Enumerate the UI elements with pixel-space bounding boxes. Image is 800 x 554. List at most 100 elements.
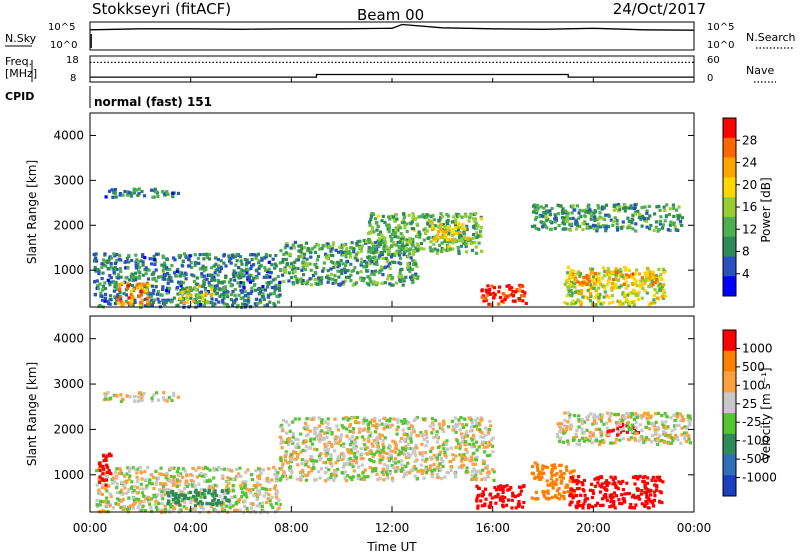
heatmap-cell [389,253,393,257]
heatmap-cell [289,460,293,464]
heatmap-cell [193,508,197,512]
heatmap-cell [656,436,660,441]
heatmap-cell [163,493,167,497]
heatmap-cell [145,486,149,490]
heatmap-cell [160,501,164,506]
heatmap-cell [340,471,344,475]
heatmap-cell [210,292,214,296]
heatmap-cell [535,497,539,501]
heatmap-cell [430,475,435,479]
heatmap-cell [310,467,314,471]
heatmap-cell [539,205,543,209]
heatmap-cell [165,190,169,194]
heatmap-cell [252,253,256,257]
heatmap-cell [283,454,287,458]
heatmap-cell [349,448,353,452]
heatmap-cell [142,283,146,287]
heatmap-cell [138,487,142,491]
heatmap-cell [95,504,100,508]
heatmap-cell [593,209,597,213]
heatmap-cell [590,482,594,486]
heatmap-cell [386,264,390,268]
heatmap-cell [481,493,485,497]
heatmap-cell [113,285,117,289]
heatmap-cell [388,445,392,449]
heatmap-cell [400,467,404,471]
heatmap-cell [231,303,235,307]
heatmap-cell [522,294,526,298]
heatmap-cell [268,254,272,258]
heatmap-cell [654,420,658,424]
heatmap-cell [621,497,625,501]
heatmap-cell [93,293,97,297]
heatmap-cell [598,280,602,284]
heatmap-cell [354,458,358,462]
heatmap-cell [163,298,167,302]
heatmap-cell [373,255,377,259]
heatmap-cell [151,277,155,281]
heatmap-cell [129,486,133,490]
heatmap-cell [396,228,400,232]
heatmap-cell [463,214,468,218]
heatmap-cell [223,280,227,284]
heatmap-cell [574,504,578,508]
heatmap-cell [235,259,239,263]
heatmap-cell [180,490,184,494]
heatmap-cell [483,433,487,437]
heatmap-cell [591,489,595,493]
heatmap-cell [227,254,231,258]
heatmap-cell [415,222,419,226]
heatmap-cell [201,266,205,270]
heatmap-cell [446,239,450,244]
heatmap-cell [451,232,455,236]
heatmap-cell [490,444,495,448]
heatmap-cell [231,290,235,294]
heatmap-cell [187,258,191,262]
heatmap-cell [247,275,251,279]
heatmap-cell [179,472,183,476]
heatmap-cell [464,430,469,434]
heatmap-cell [343,279,347,283]
heatmap-cell [621,220,625,224]
heatmap-cell [378,450,382,454]
heatmap-cell [649,493,653,497]
heatmap-cell [449,460,453,464]
heatmap-cell [150,262,154,266]
heatmap-cell [487,430,491,434]
heatmap-cell [392,242,396,247]
heatmap-cell [641,414,645,418]
heatmap-cell [162,275,166,279]
power-ylabel: Slant Range [km] [25,160,39,264]
heatmap-cell [411,259,415,263]
heatmap-cell [215,503,219,507]
colorbar-tick-label: 25 [742,397,757,411]
heatmap-cell [534,217,538,222]
heatmap-cell [654,412,658,416]
heatmap-cell [677,214,681,218]
heatmap-cell [656,442,660,446]
heatmap-cell [411,240,415,244]
heatmap-cell [243,294,247,298]
heatmap-cell [566,442,570,446]
heatmap-cell [562,497,566,501]
heatmap-cell [181,259,185,264]
heatmap-cell [129,293,133,297]
heatmap-cell [189,296,193,300]
heatmap-cell [431,427,435,431]
heatmap-cell [162,266,166,270]
heatmap-cell [136,260,140,264]
heatmap-cell [141,260,145,264]
heatmap-cell [265,477,269,481]
heatmap-cell [189,261,193,265]
heatmap-cell [643,411,647,415]
heatmap-cell [666,228,670,232]
heatmap-cell [102,459,106,463]
heatmap-cell [633,431,637,435]
heatmap-cell [123,482,127,486]
heatmap-cell [225,488,229,492]
heatmap-cell [448,240,452,244]
heatmap-cell [489,424,493,428]
heatmap-cell [393,450,397,454]
heatmap-cell [213,489,217,493]
heatmap-cell [210,266,214,270]
